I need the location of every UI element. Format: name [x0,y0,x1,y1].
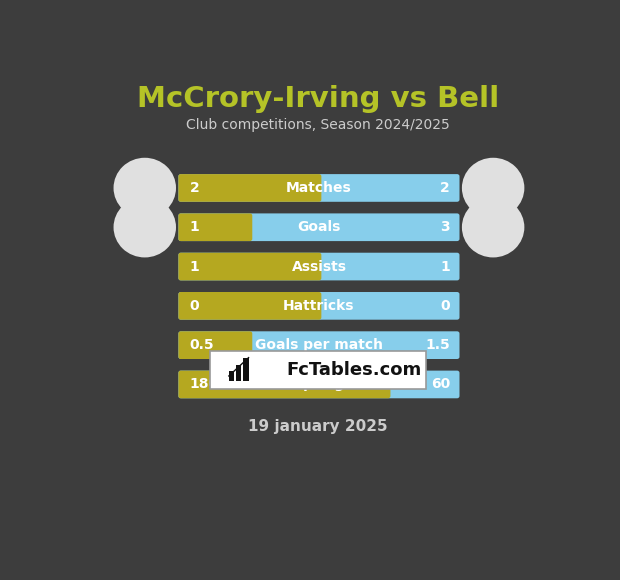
FancyBboxPatch shape [179,292,459,320]
Text: 1: 1 [190,260,199,274]
FancyBboxPatch shape [179,331,252,359]
Text: Matches: Matches [286,181,352,195]
Text: Hattricks: Hattricks [283,299,355,313]
Text: Club competitions, Season 2024/2025: Club competitions, Season 2024/2025 [186,118,450,132]
FancyBboxPatch shape [210,351,426,389]
Ellipse shape [113,158,176,218]
Ellipse shape [462,197,525,258]
FancyBboxPatch shape [179,174,321,202]
Text: 0.5: 0.5 [190,338,214,352]
FancyBboxPatch shape [179,371,391,398]
FancyBboxPatch shape [179,331,459,359]
Text: Goals per match: Goals per match [255,338,383,352]
Ellipse shape [113,197,176,258]
Text: McCrory-Irving vs Bell: McCrory-Irving vs Bell [136,85,499,113]
FancyBboxPatch shape [179,371,459,398]
Text: 1.5: 1.5 [425,338,450,352]
Text: Min per goal: Min per goal [270,378,368,392]
FancyBboxPatch shape [179,253,321,280]
Text: Assists: Assists [291,260,347,274]
Text: 3: 3 [440,220,450,234]
FancyBboxPatch shape [179,174,459,202]
FancyBboxPatch shape [179,253,459,280]
Text: 2: 2 [440,181,450,195]
Text: 19 january 2025: 19 january 2025 [248,419,388,434]
FancyBboxPatch shape [179,292,321,320]
Text: 2: 2 [190,181,199,195]
Text: 60: 60 [431,378,450,392]
Text: FcTables.com: FcTables.com [286,361,422,379]
FancyBboxPatch shape [179,213,252,241]
Text: 0: 0 [440,299,450,313]
Text: 1: 1 [440,260,450,274]
FancyBboxPatch shape [179,213,459,241]
Text: 180: 180 [190,378,219,392]
Bar [236,365,241,381]
Bar [243,358,249,381]
Bar [229,371,234,381]
Ellipse shape [462,158,525,218]
Text: Goals: Goals [297,220,340,234]
Text: 0: 0 [190,299,199,313]
Text: 1: 1 [190,220,199,234]
